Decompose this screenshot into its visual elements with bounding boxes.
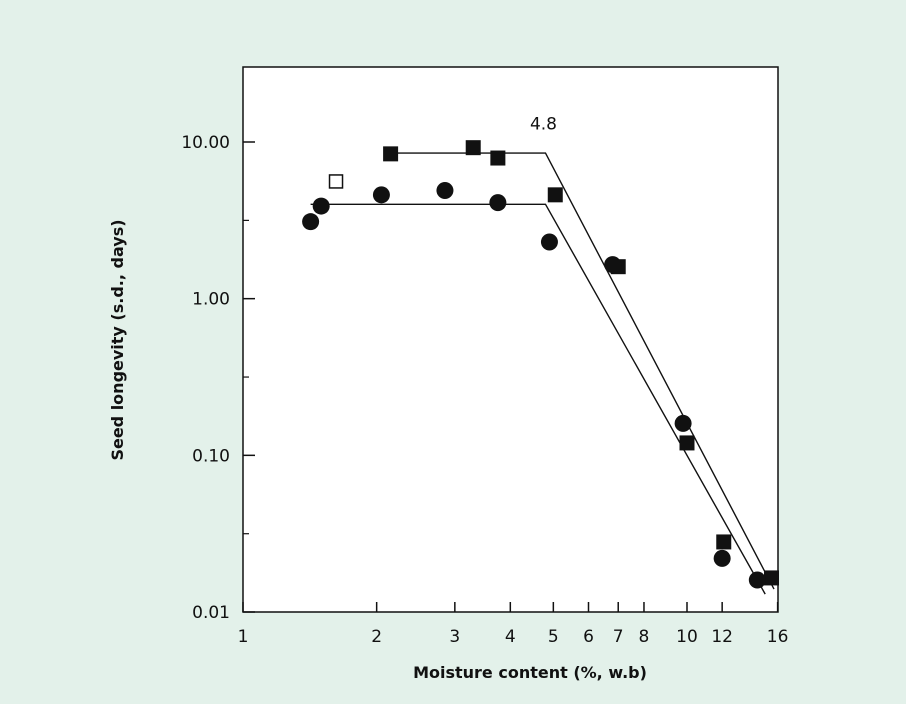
x-tick-label: 8: [639, 627, 650, 647]
circle-point: [748, 571, 766, 589]
y-tick-label: 0.10: [192, 446, 230, 466]
x-tick-label: 10: [676, 627, 698, 647]
open-square-point: [328, 174, 344, 189]
plot-area: [242, 66, 779, 613]
y-axis-title: Seed longevity (s.d., days): [108, 219, 127, 460]
axis-ticks: [242, 141, 779, 613]
square-point: [465, 140, 481, 156]
circle-point: [302, 213, 320, 231]
square-point: [764, 570, 780, 586]
fit-line: [390, 152, 775, 590]
fit-lines: [310, 152, 775, 595]
y-tick-label: 10.00: [181, 133, 230, 153]
circle-point: [674, 414, 692, 432]
x-tick-label: 16: [767, 627, 789, 647]
x-tick-label: 12: [711, 627, 733, 647]
fit-line: [310, 203, 766, 595]
square-point: [716, 534, 732, 550]
x-tick-label: 6: [583, 627, 594, 647]
x-tick-label: 4: [505, 627, 516, 647]
x-tick-label: 7: [613, 627, 624, 647]
circle-point: [436, 182, 454, 200]
square-point: [679, 435, 695, 451]
x-tick-label: 5: [548, 627, 559, 647]
breakpoint-label: 4.8: [530, 115, 557, 135]
circle-point: [372, 186, 390, 204]
x-tick-label: 3: [449, 627, 460, 647]
circle-point: [312, 197, 330, 215]
y-tick-label: 1.00: [192, 290, 230, 310]
x-tick-label: 2: [371, 627, 382, 647]
square-point: [547, 187, 563, 203]
data-points: [302, 140, 780, 589]
x-tick-label: 1: [238, 627, 249, 647]
x-axis-title: Moisture content (%, w.b): [413, 663, 647, 682]
circle-point: [713, 549, 731, 567]
circle-point: [540, 233, 558, 251]
annotations: 4.8: [530, 115, 557, 135]
square-point: [383, 146, 399, 162]
circle-point: [489, 194, 507, 212]
y-tick-label: 0.01: [192, 603, 230, 623]
square-point: [490, 150, 506, 166]
circle-point: [604, 256, 622, 274]
